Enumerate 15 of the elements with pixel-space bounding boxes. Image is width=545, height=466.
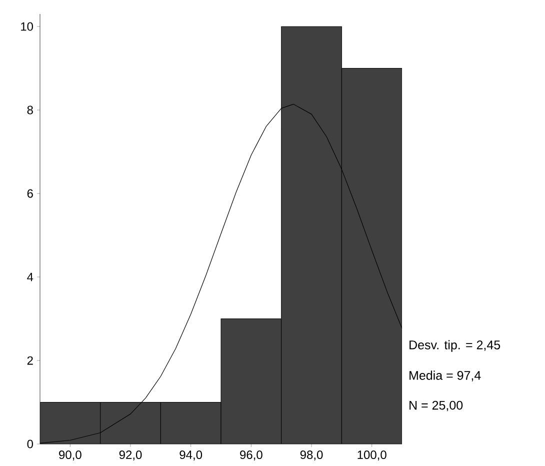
y-tick-label: 6 (27, 189, 33, 198)
y-tick-label: 10 (21, 22, 34, 31)
x-tick-label: 98,0 (300, 450, 323, 460)
x-tick-label: 100,0 (358, 450, 386, 460)
text: Desv. tip. = 2,45 (410, 340, 500, 352)
text: Media = 97,4 (410, 370, 481, 382)
y-tick-label: 0 (27, 440, 34, 448)
x-tick-label: 90,0 (59, 450, 82, 460)
x-tick-label: 94,0 (180, 450, 202, 460)
y-tick-label: 8 (27, 106, 33, 114)
x-tick-label: 96,0 (240, 450, 262, 460)
text: N = 25,00 (410, 400, 463, 412)
y-tick-label: 4 (27, 272, 34, 282)
x-tick-label: 92,0 (119, 450, 142, 460)
y-tick-label: 2 (27, 356, 33, 365)
